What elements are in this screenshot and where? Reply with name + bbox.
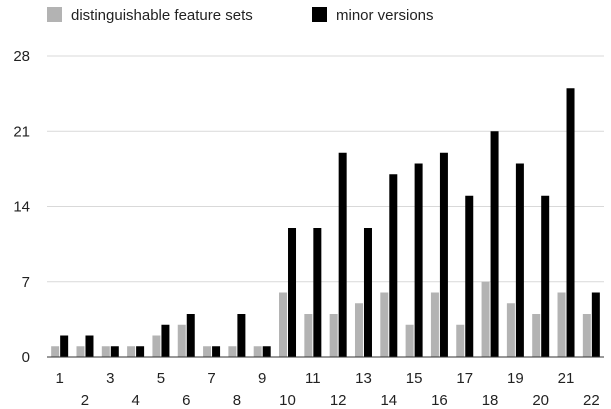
bar-series2-cat22 xyxy=(591,292,600,357)
bars xyxy=(51,88,600,357)
bar-series1-cat16 xyxy=(430,292,439,357)
y-tick-label-14: 14 xyxy=(13,199,30,216)
x-tick-label-22: 22 xyxy=(583,392,600,409)
x-tick-label-1: 1 xyxy=(55,370,63,387)
bar-series1-cat22 xyxy=(582,314,591,357)
bar-series1-cat11 xyxy=(304,314,313,357)
y-tick-label-7: 7 xyxy=(22,274,30,291)
bar-series1-cat2 xyxy=(76,346,85,357)
x-tick-label-3: 3 xyxy=(106,370,114,387)
bar-series1-cat13 xyxy=(354,303,363,357)
bar-series2-cat12 xyxy=(338,152,347,357)
bar-series1-cat3 xyxy=(101,346,110,357)
bar-series2-cat9 xyxy=(262,346,271,357)
y-tick-label-0: 0 xyxy=(22,349,30,366)
bar-series1-cat15 xyxy=(405,324,414,357)
bar-series2-cat11 xyxy=(313,228,322,357)
x-tick-label-18: 18 xyxy=(482,392,499,409)
gridlines xyxy=(47,55,604,283)
x-tick-label-20: 20 xyxy=(532,392,549,409)
bar-series2-cat10 xyxy=(288,228,297,357)
x-tick-label-11: 11 xyxy=(305,370,321,387)
bar-series1-cat9 xyxy=(253,346,262,357)
bar-series1-cat5 xyxy=(152,335,161,357)
x-tick-label-7: 7 xyxy=(207,370,215,387)
y-tick-label-21: 21 xyxy=(13,123,30,140)
x-tick-label-5: 5 xyxy=(157,370,165,387)
x-tick-label-8: 8 xyxy=(233,392,241,409)
bar-series1-cat10 xyxy=(279,292,288,357)
bar-series1-cat1 xyxy=(51,346,60,357)
x-tick-label-14: 14 xyxy=(380,392,397,409)
bar-series2-cat18 xyxy=(490,131,499,357)
x-tick-label-15: 15 xyxy=(406,370,423,387)
bar-series1-cat14 xyxy=(380,292,389,357)
x-tick-label-13: 13 xyxy=(355,370,372,387)
bar-series2-cat4 xyxy=(136,346,145,357)
bar-series2-cat21 xyxy=(566,88,575,357)
bar-series2-cat13 xyxy=(363,228,372,357)
bar-series1-cat19 xyxy=(506,303,515,357)
bar-series1-cat17 xyxy=(456,324,465,357)
legend-label-2: minor versions xyxy=(336,7,434,24)
bar-series1-cat20 xyxy=(532,314,541,357)
bar-series2-cat20 xyxy=(541,195,550,357)
x-tick-label-6: 6 xyxy=(182,392,190,409)
bar-series1-cat8 xyxy=(228,346,237,357)
bar-series2-cat6 xyxy=(186,314,195,357)
bar-series2-cat5 xyxy=(161,324,170,357)
bar-series2-cat2 xyxy=(85,335,94,357)
y-tick-label-28: 28 xyxy=(13,48,30,65)
bar-series1-cat7 xyxy=(203,346,212,357)
x-tick-label-16: 16 xyxy=(431,392,448,409)
x-tick-label-9: 9 xyxy=(258,370,266,387)
x-tick-label-4: 4 xyxy=(131,392,139,409)
bar-series2-cat14 xyxy=(389,174,398,357)
x-tick-label-21: 21 xyxy=(558,370,575,387)
bar-series2-cat16 xyxy=(439,152,448,357)
x-tick-label-17: 17 xyxy=(456,370,473,387)
bar-series1-cat6 xyxy=(177,324,186,357)
bar-series2-cat17 xyxy=(465,195,474,357)
bar-series2-cat15 xyxy=(414,163,423,357)
bar-series2-cat1 xyxy=(60,335,69,357)
x-tick-label-12: 12 xyxy=(330,392,347,409)
bar-series2-cat3 xyxy=(110,346,119,357)
y-axis-tick-labels: 0 7 14 21 28 xyxy=(13,48,30,366)
legend-label-1: distinguishable feature sets xyxy=(71,7,253,24)
bar-series2-cat7 xyxy=(212,346,221,357)
x-tick-label-2: 2 xyxy=(81,392,89,409)
x-tick-label-10: 10 xyxy=(279,392,296,409)
bar-series1-cat18 xyxy=(481,281,490,357)
bar-series1-cat12 xyxy=(329,314,338,357)
bar-series1-cat4 xyxy=(127,346,136,357)
x-tick-label-19: 19 xyxy=(507,370,524,387)
legend-swatch-1 xyxy=(47,7,62,22)
bar-series2-cat19 xyxy=(515,163,524,357)
bar-series1-cat21 xyxy=(557,292,566,357)
legend-swatch-2 xyxy=(312,7,327,22)
bar-series2-cat8 xyxy=(237,314,246,357)
legend: distinguishable feature sets minor versio… xyxy=(47,7,434,24)
